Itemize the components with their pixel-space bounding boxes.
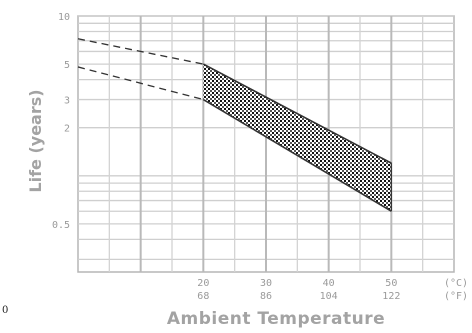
x-tick-label-celsius: 20	[197, 278, 209, 289]
corner-label: 0	[2, 305, 8, 316]
x-tick-label-celsius: 40	[323, 278, 335, 289]
x-unit-fahrenheit: (°F)	[444, 291, 468, 302]
y-axis-label: Life (years)	[26, 89, 45, 192]
x-tick-label-fahrenheit: 122	[382, 291, 400, 302]
x-tick-labels: 20 68 30 86 40 104 50 122 (°C) (°F)	[197, 278, 468, 302]
y-tick-label: 3	[64, 96, 70, 107]
upper-bound-line	[202, 63, 392, 164]
lower-bound-line	[202, 98, 392, 212]
y-tick-labels: 10 5 3 2 0.5	[52, 12, 70, 231]
x-tick-label-celsius: 50	[385, 278, 397, 289]
x-tick-label-fahrenheit: 68	[197, 291, 209, 302]
shaded-life-band	[203, 64, 392, 212]
y-tick-label: 5	[64, 60, 70, 71]
upper-bound-line	[77, 38, 204, 65]
y-tick-label: 10	[58, 12, 70, 23]
grid	[77, 15, 455, 273]
y-tick-label: 0.5	[52, 220, 70, 231]
x-tick-label-fahrenheit: 86	[260, 291, 272, 302]
life-band	[203, 64, 392, 212]
y-tick-label: 2	[64, 124, 70, 135]
x-axis-label: Ambient Temperature	[167, 309, 385, 328]
lower-bound-line	[77, 66, 204, 101]
x-tick-label-celsius: 30	[260, 278, 272, 289]
x-tick-label-fahrenheit: 104	[320, 291, 338, 302]
x-unit-celsius: (°C)	[444, 278, 468, 289]
bound-lines	[77, 38, 392, 212]
